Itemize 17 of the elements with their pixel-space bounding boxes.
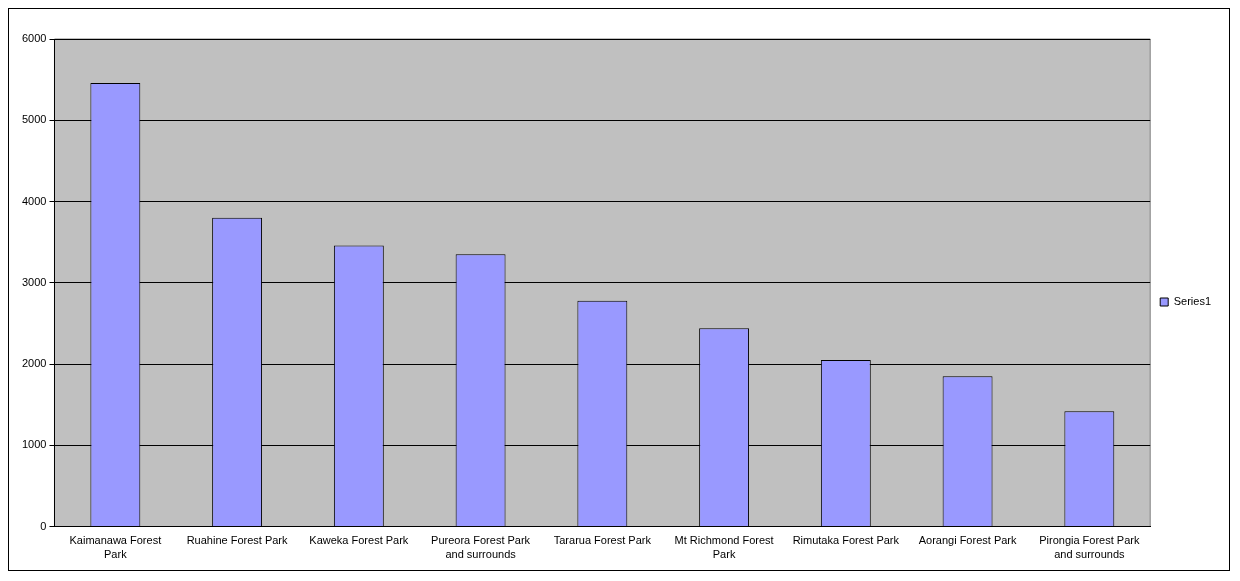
x-tick-label: Kaweka Forest Park (309, 534, 409, 547)
y-tick-label: 2000 (21, 357, 47, 370)
x-tick-label: Aorangi Forest Park (918, 534, 1017, 547)
y-tick-label: 3000 (21, 275, 47, 288)
x-tick-label: Pirongia Forest Park and surrounds (1039, 534, 1140, 561)
y-tick-label: 1000 (21, 438, 47, 451)
x-tick-label: Pureora Forest Park and surrounds (431, 534, 531, 561)
y-tick-label: 5000 (21, 113, 47, 126)
legend-label: Series1 (1173, 295, 1211, 308)
y-tick-label: 4000 (21, 194, 47, 207)
x-tick-label: Rimutaka Forest Park (792, 534, 900, 547)
y-tick-label: 6000 (21, 32, 47, 45)
x-tick-label: Ruahine Forest Park (186, 534, 289, 547)
x-tick-label: Tararua Forest Park (553, 534, 652, 547)
x-tick-label: Mt Richmond Forest Park (674, 534, 774, 561)
y-tick-label: 0 (40, 519, 47, 532)
x-tick-label: Kaimanawa Forest Park (69, 534, 162, 561)
